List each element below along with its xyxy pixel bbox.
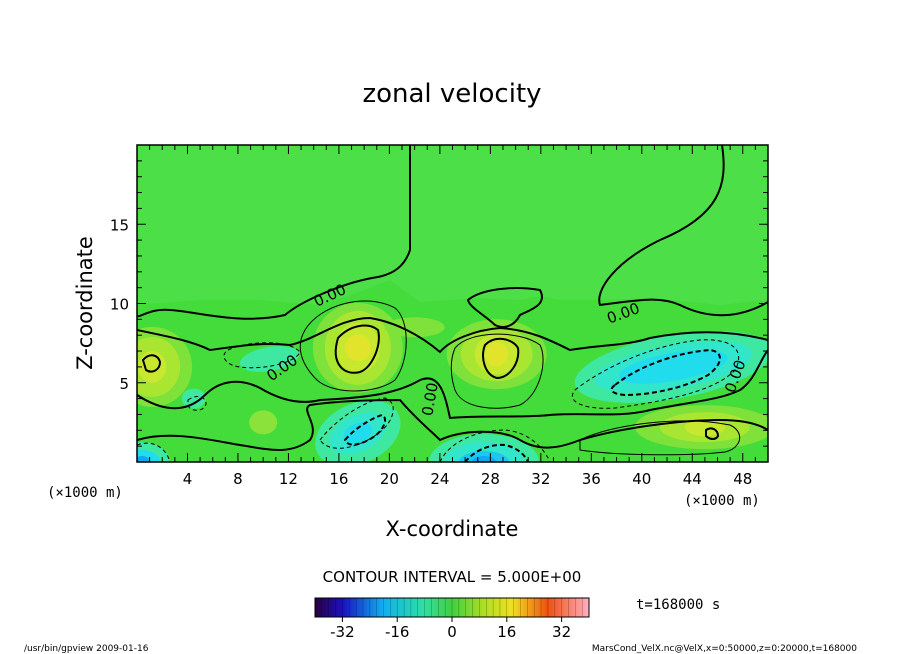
x-tick-label: 16 bbox=[329, 470, 348, 488]
zero-contour-upper-right bbox=[598, 145, 768, 317]
negative-anomaly-4-level-1 bbox=[181, 388, 206, 409]
x-tick-label: 8 bbox=[233, 470, 243, 488]
zero-contour-bottom bbox=[137, 398, 768, 451]
colorbar-tick-label: -16 bbox=[385, 623, 410, 641]
time-label: t=168000 s bbox=[636, 597, 720, 613]
contour-neg10-42 bbox=[610, 348, 721, 397]
contour-neg10-28 bbox=[464, 443, 529, 462]
negative-anomaly-10-level-1 bbox=[239, 346, 300, 372]
contour-pos10-16 bbox=[334, 324, 380, 374]
y-axis-ticks: 5 10 15 bbox=[110, 160, 768, 447]
contour-neg5-28 bbox=[439, 429, 551, 462]
contour-neg10-18 bbox=[343, 413, 387, 446]
contour-pos5-16 bbox=[299, 300, 407, 392]
chart-title: zonal velocity bbox=[362, 79, 541, 109]
y-axis-label: Z-coordinate bbox=[73, 236, 97, 370]
negative-anomaly-left-level-3 bbox=[137, 456, 151, 462]
colorbar-frame bbox=[314, 597, 590, 618]
contour-pos10-44 bbox=[705, 427, 720, 440]
colorbar-tick-label: 16 bbox=[497, 623, 516, 641]
y-tick-label: 10 bbox=[110, 296, 129, 314]
colorbar-tick-label: 32 bbox=[552, 623, 571, 641]
x-tick-label: 12 bbox=[279, 470, 298, 488]
negative-anomaly-18-level-3 bbox=[343, 422, 373, 445]
contour-neg5-left bbox=[137, 442, 171, 462]
x-tick-label: 36 bbox=[582, 470, 601, 488]
velocity-field: 0.000.000.000.000.00 bbox=[137, 145, 768, 462]
y-tick-label: 15 bbox=[110, 216, 129, 234]
contour-pos10-28 bbox=[482, 337, 520, 380]
contour-neg5-42 bbox=[572, 339, 740, 409]
zero-contour-lower bbox=[137, 349, 768, 420]
x-tick-label: 20 bbox=[380, 470, 399, 488]
contour-pos5-44 bbox=[579, 420, 740, 456]
colorbar-tick-label: -32 bbox=[330, 623, 355, 641]
positive-anomaly-10-level-1 bbox=[249, 410, 278, 435]
x-tick-label: 4 bbox=[183, 470, 193, 488]
footer-left: /usr/bin/gpview 2009-01-16 bbox=[24, 644, 149, 654]
upper-region bbox=[137, 145, 768, 305]
contour-neg5-18 bbox=[319, 397, 394, 449]
negative-anomaly-42-level-3 bbox=[619, 350, 728, 384]
zero-contour-upper-left bbox=[137, 145, 411, 320]
footer-right: MarsCond_VelX.nc@VelX,x=0:50000,z=0:2000… bbox=[592, 644, 857, 654]
x-axis-ticks: 4 8 12 16 20 24 28 32 36 40 44 48 bbox=[149, 145, 756, 488]
x-tick-label: 32 bbox=[531, 470, 550, 488]
positive-anomaly-22-level-1 bbox=[384, 317, 445, 338]
contour-neg5-4 bbox=[187, 396, 207, 411]
zero-contour-closed-28 bbox=[466, 287, 543, 328]
x-tick-label: 44 bbox=[683, 470, 702, 488]
x-tick-label: 48 bbox=[733, 470, 752, 488]
colorbar-ticks: -32 -16 0 16 32 bbox=[321, 598, 583, 641]
x-unit-label-right: (×1000 m) bbox=[684, 493, 760, 509]
zero-contour-mid bbox=[137, 316, 768, 354]
x-tick-label: 40 bbox=[632, 470, 651, 488]
x-unit-label-left: (×1000 m) bbox=[47, 485, 123, 501]
contour-label: 0.00 bbox=[418, 381, 442, 417]
x-tick-label: 28 bbox=[481, 470, 500, 488]
x-axis-label: X-coordinate bbox=[386, 517, 519, 541]
contour-pos5-28 bbox=[450, 333, 544, 409]
positive-anomaly-28-level-4 bbox=[485, 342, 508, 367]
colorbar-tick-label: 0 bbox=[447, 623, 457, 641]
contour-interval-label: CONTOUR INTERVAL = 5.000E+00 bbox=[323, 568, 582, 586]
contour-pos10-left bbox=[141, 354, 162, 373]
x-tick-label: 24 bbox=[430, 470, 449, 488]
positive-anomaly-16-level-4 bbox=[344, 334, 371, 361]
y-tick-label: 5 bbox=[119, 375, 129, 393]
